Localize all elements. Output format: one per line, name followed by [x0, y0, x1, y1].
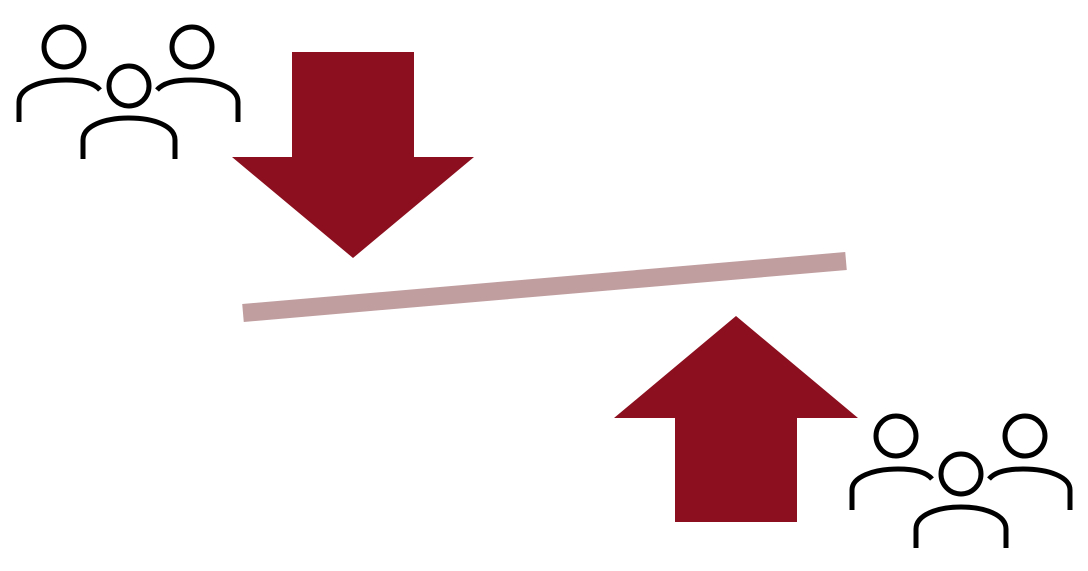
person-icon	[987, 413, 1073, 510]
person-icon	[849, 413, 934, 510]
people-group-icon-bottom-right	[849, 413, 1073, 548]
person-icon	[155, 24, 241, 122]
person-icon	[16, 24, 102, 122]
arrow-down-icon	[232, 52, 474, 258]
tilted-beam	[242, 252, 847, 322]
people-group-icon-top-left	[16, 24, 241, 159]
arrow-up-icon	[614, 316, 858, 522]
person-icon	[80, 63, 178, 159]
person-icon	[913, 451, 1009, 548]
